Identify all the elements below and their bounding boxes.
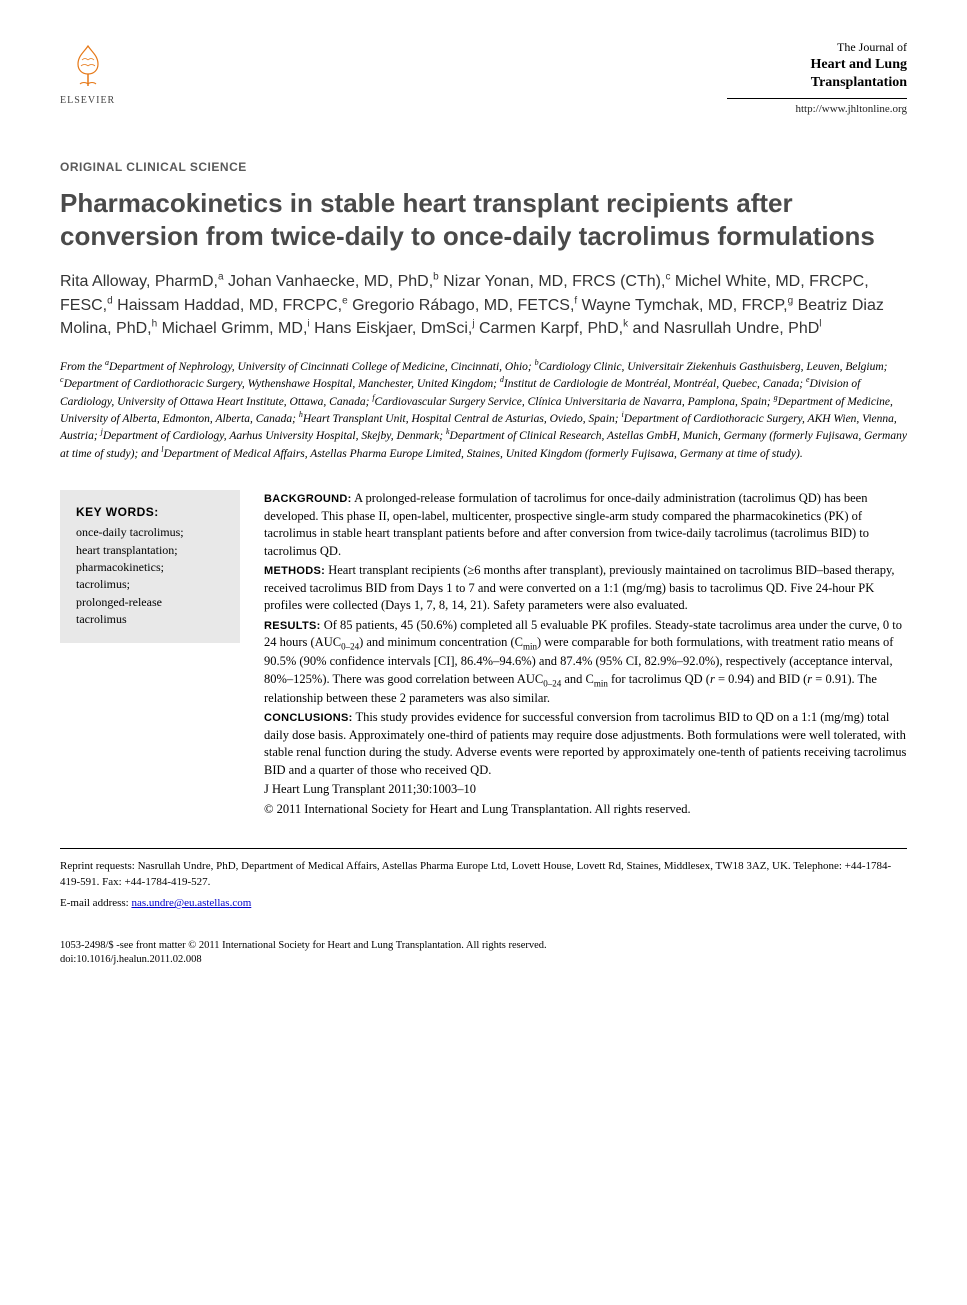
keywords-list: once-daily tacrolimus;heart transplantat…: [76, 524, 224, 628]
background-label: BACKGROUND:: [264, 493, 352, 505]
journal-divider: [727, 98, 907, 99]
elsevier-tree-icon: [64, 40, 112, 92]
conclusions-text: This study provides evidence for success…: [264, 710, 906, 777]
abstract-background: BACKGROUND: A prolonged-release formulat…: [264, 490, 907, 560]
conclusions-label: CONCLUSIONS:: [264, 712, 353, 724]
email-label: E-mail address:: [60, 897, 131, 909]
article-title: Pharmacokinetics in stable heart transpl…: [60, 187, 907, 252]
affiliations: From the aDepartment of Nephrology, Univ…: [60, 358, 907, 462]
methods-label: METHODS:: [264, 565, 325, 577]
journal-masthead: The Journal of Heart and Lung Transplant…: [727, 40, 907, 116]
keywords-box: KEY WORDS: once-daily tacrolimus;heart t…: [60, 490, 240, 643]
footer-meta: 1053-2498/$ -see front matter © 2011 Int…: [60, 939, 907, 967]
journal-name-line2: Transplantation: [727, 74, 907, 92]
citation-line: J Heart Lung Transplant 2011;30:1003–10: [264, 781, 907, 799]
publisher-logo: ELSEVIER: [60, 40, 115, 108]
corresponding-email[interactable]: nas.undre@eu.astellas.com: [131, 897, 251, 909]
publisher-name: ELSEVIER: [60, 94, 115, 108]
article-section-label: ORIGINAL CLINICAL SCIENCE: [60, 159, 907, 175]
page-header: ELSEVIER The Journal of Heart and Lung T…: [60, 40, 907, 124]
abstract-conclusions: CONCLUSIONS: This study provides evidenc…: [264, 709, 907, 779]
keywords-heading: KEY WORDS:: [76, 504, 224, 520]
doi-line: doi:10.1016/j.healun.2011.02.008: [60, 953, 907, 967]
issn-copyright-line: 1053-2498/$ -see front matter © 2011 Int…: [60, 939, 907, 953]
abstract-row: KEY WORDS: once-daily tacrolimus;heart t…: [60, 490, 907, 818]
journal-pre-text: The Journal of: [727, 40, 907, 56]
email-line: E-mail address: nas.undre@eu.astellas.co…: [60, 896, 907, 911]
abstract: BACKGROUND: A prolonged-release formulat…: [264, 490, 907, 818]
results-text: Of 85 patients, 45 (50.6%) completed all…: [264, 618, 902, 705]
background-text: A prolonged-release formulation of tacro…: [264, 491, 869, 558]
journal-name-line1: Heart and Lung: [727, 56, 907, 74]
footer-divider: [60, 848, 907, 849]
author-list: Rita Alloway, PharmD,a Johan Vanhaecke, …: [60, 270, 907, 340]
results-label: RESULTS:: [264, 620, 321, 632]
abstract-copyright: © 2011 International Society for Heart a…: [264, 801, 907, 819]
abstract-results: RESULTS: Of 85 patients, 45 (50.6%) comp…: [264, 617, 907, 708]
reprint-requests: Reprint requests: Nasrullah Undre, PhD, …: [60, 859, 907, 890]
journal-url[interactable]: http://www.jhltonline.org: [727, 102, 907, 116]
abstract-methods: METHODS: Heart transplant recipients (≥6…: [264, 562, 907, 615]
methods-text: Heart transplant recipients (≥6 months a…: [264, 563, 895, 612]
